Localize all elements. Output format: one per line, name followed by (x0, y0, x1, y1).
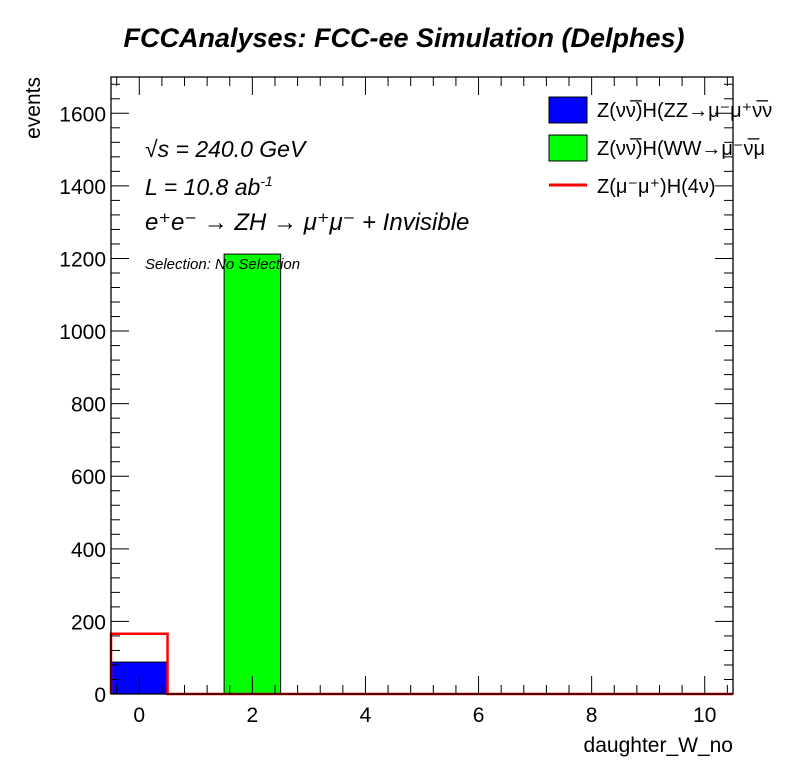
x-tick-label: 4 (360, 704, 372, 727)
legend-label-1: Z(νν̅)H(WW→μ⁻ν̅μ (597, 137, 765, 160)
selection-annotation: Selection: No Selection (145, 256, 300, 273)
histogram-bars (110, 253, 282, 695)
process-annotation: e⁺e⁻ → ZH → μ⁺μ⁻ + Invisible (145, 209, 469, 236)
x-tick-label: 10 (693, 704, 716, 727)
x-tick-label: 6 (473, 704, 485, 727)
y-tick-label: 200 (71, 611, 106, 634)
y-tick-label: 0 (94, 684, 106, 707)
legend-label-2: Z(μ⁻μ⁺)H(4ν) (597, 176, 716, 198)
y-tick-label: 600 (71, 466, 106, 489)
legend: Z(νν̅)H(ZZ→μ⁻μ⁺ν̅ν Z(νν̅)H(WW→μ⁻ν̅μ Z(μ⁻μ⁺… (548, 96, 772, 198)
luminosity-exponent: -1 (260, 173, 272, 189)
y-axis-label: events (22, 77, 45, 139)
plot-frame (110, 76, 734, 695)
legend-label-0: Z(νν̅)H(ZZ→μ⁻μ⁺ν̅ν (597, 99, 772, 122)
annotations: √s = 240.0 GeV L = 10.8 ab-1 e⁺e⁻ → ZH →… (145, 136, 469, 273)
x-tick-label: 2 (247, 704, 259, 727)
luminosity-text: L = 10.8 ab (145, 174, 261, 200)
line-series2 (109, 632, 733, 696)
chart-title: FCCAnalyses: FCC-ee Simulation (Delphes) (123, 23, 684, 53)
x-axis-label: daughter_W_no (584, 734, 733, 757)
y-tick-label: 1400 (59, 176, 106, 199)
y-tick-label: 1000 (59, 321, 106, 344)
histogram-lines (109, 632, 733, 696)
legend-swatch-0 (548, 96, 588, 124)
legend-swatch-1 (548, 134, 588, 162)
x-tick-label: 8 (586, 704, 598, 727)
y-tick-label: 1200 (59, 248, 106, 271)
axis-ticks (111, 77, 733, 695)
bar-series1-bin2 (223, 253, 282, 695)
luminosity-annotation: L = 10.8 ab-1 (145, 173, 273, 200)
y-tick-label: 400 (71, 539, 106, 562)
y-tick-label: 1600 (59, 103, 106, 126)
sqrt-s-annotation: √s = 240.0 GeV (145, 136, 308, 162)
axis-tick-labels: 0 2 4 6 8 10 0 200 400 600 800 1000 1200 1400 1600 (59, 103, 716, 727)
y-tick-label: 800 (71, 394, 106, 417)
x-tick-label: 0 (133, 704, 145, 727)
